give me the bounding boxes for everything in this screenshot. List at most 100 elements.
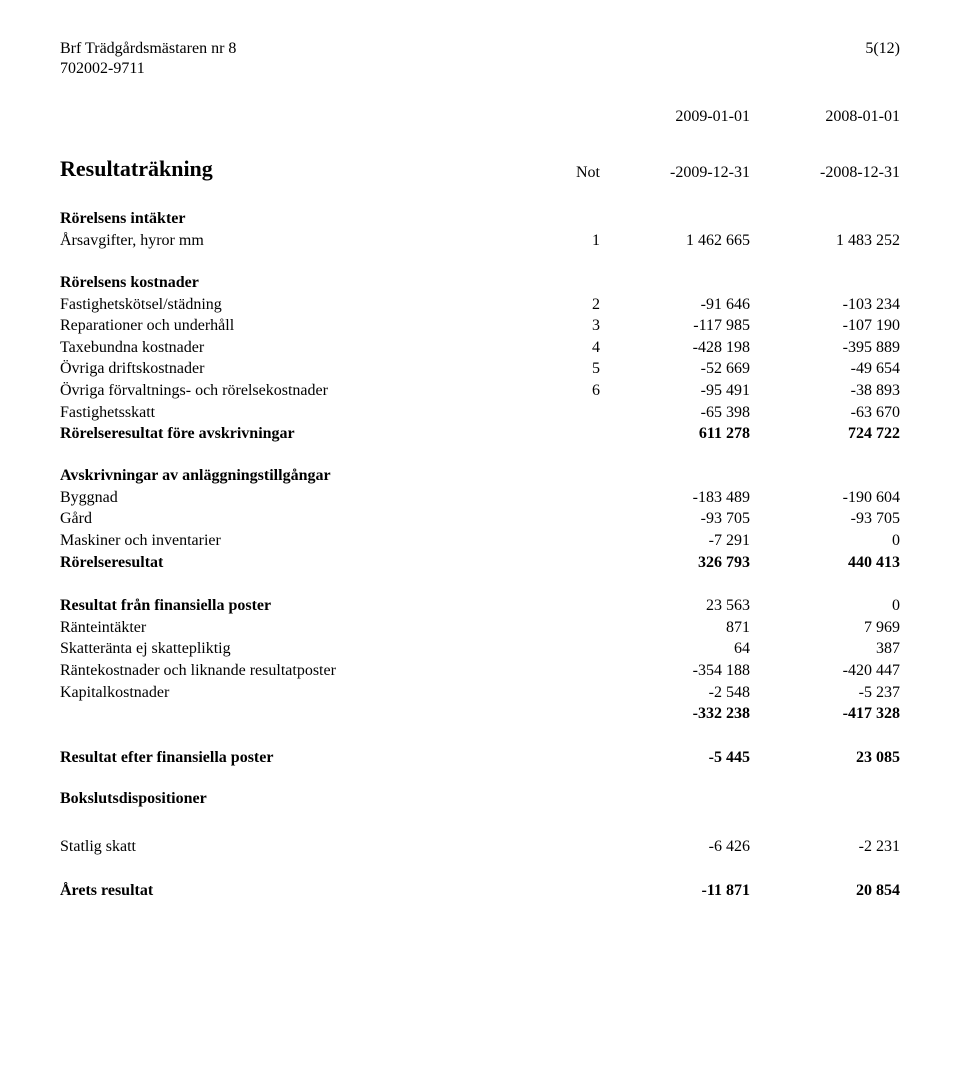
table-row: Räntekostnader och liknande resultatpost…: [60, 660, 900, 682]
period-b-end: -2009-12-31: [600, 164, 750, 182]
row-note: [540, 530, 600, 552]
row-note: 3: [540, 315, 600, 337]
row-note: [540, 836, 600, 858]
row-value-b: 871: [600, 617, 750, 639]
row-value-c: 724 722: [750, 423, 900, 445]
row-note: [540, 747, 600, 769]
row-value-c: -2 231: [750, 836, 900, 858]
table-row-sum: -332 238 -417 328: [60, 703, 900, 725]
row-label: Skatteränta ej skattepliktig: [60, 638, 540, 660]
row-label: Övriga driftskostnader: [60, 358, 540, 380]
table-row: Ränteintäkter 871 7 969: [60, 617, 900, 639]
table-row-sum: Resultat efter finansiella poster -5 445…: [60, 747, 900, 769]
row-value-c: -93 705: [750, 508, 900, 530]
row-value-b: -91 646: [600, 294, 750, 316]
row-label: Resultat efter finansiella poster: [60, 747, 540, 769]
org-number: 702002-9711: [60, 60, 900, 78]
row-note: [540, 682, 600, 704]
table-row: Reparationer och underhåll 3 -117 985 -1…: [60, 315, 900, 337]
row-value-b: -183 489: [600, 487, 750, 509]
row-value-b: -65 398: [600, 402, 750, 424]
row-value-c: -420 447: [750, 660, 900, 682]
row-value-b: -117 985: [600, 315, 750, 337]
row-note: [540, 617, 600, 639]
row-value-b: -6 426: [600, 836, 750, 858]
row-label: Taxebundna kostnader: [60, 337, 540, 359]
page-title: Resultaträkning: [60, 156, 540, 182]
table-row: Resultat från finansiella poster 23 563 …: [60, 595, 900, 617]
note-column-header: Not: [540, 164, 600, 182]
row-note: 2: [540, 294, 600, 316]
table-row: Övriga förvaltnings- och rörelsekostnade…: [60, 380, 900, 402]
row-value-c: 1 483 252: [750, 230, 900, 252]
table-row: Årsavgifter, hyror mm 1 1 462 665 1 483 …: [60, 230, 900, 252]
row-value-b: 611 278: [600, 423, 750, 445]
row-value-b: 64: [600, 638, 750, 660]
row-label: [60, 703, 540, 725]
period-c-end: -2008-12-31: [750, 164, 900, 182]
row-note: [540, 423, 600, 445]
row-label: Gård: [60, 508, 540, 530]
section-heading-bokslut: Bokslutsdispositioner: [60, 790, 900, 808]
row-label: Ränteintäkter: [60, 617, 540, 639]
row-label: Reparationer och underhåll: [60, 315, 540, 337]
row-value-b: -332 238: [600, 703, 750, 725]
row-label: Byggnad: [60, 487, 540, 509]
table-row: Kapitalkostnader -2 548 -5 237: [60, 682, 900, 704]
row-label: Resultat från finansiella poster: [60, 595, 540, 617]
row-value-b: -428 198: [600, 337, 750, 359]
table-row-sum: Årets resultat -11 871 20 854: [60, 880, 900, 902]
table-row: Statlig skatt -6 426 -2 231: [60, 836, 900, 858]
row-label: Övriga förvaltnings- och rörelsekostnade…: [60, 380, 540, 402]
row-value-b: -11 871: [600, 880, 750, 902]
period-c-start: 2008-01-01: [750, 108, 900, 126]
row-label: Årsavgifter, hyror mm: [60, 230, 540, 252]
row-value-c: -5 237: [750, 682, 900, 704]
table-row: Gård -93 705 -93 705: [60, 508, 900, 530]
row-value-b: -7 291: [600, 530, 750, 552]
row-note: [540, 595, 600, 617]
table-row: Skatteränta ej skattepliktig 64 387: [60, 638, 900, 660]
row-note: [540, 638, 600, 660]
table-row: Fastighetskötsel/städning 2 -91 646 -103…: [60, 294, 900, 316]
table-row: Byggnad -183 489 -190 604: [60, 487, 900, 509]
section-heading-intakter: Rörelsens intäkter: [60, 210, 900, 228]
table-row: Taxebundna kostnader 4 -428 198 -395 889: [60, 337, 900, 359]
row-label: Räntekostnader och liknande resultatpost…: [60, 660, 540, 682]
table-row: Maskiner och inventarier -7 291 0: [60, 530, 900, 552]
row-value-b: -52 669: [600, 358, 750, 380]
row-note: [540, 660, 600, 682]
row-note: 1: [540, 230, 600, 252]
row-value-c: 387: [750, 638, 900, 660]
row-label: Rörelseresultat före avskrivningar: [60, 423, 540, 445]
table-row-sum: Rörelseresultat före avskrivningar 611 2…: [60, 423, 900, 445]
row-value-c: 440 413: [750, 552, 900, 574]
row-label: Statlig skatt: [60, 836, 540, 858]
row-value-c: 7 969: [750, 617, 900, 639]
period-b-start: 2009-01-01: [600, 108, 750, 126]
table-row: Övriga driftskostnader 5 -52 669 -49 654: [60, 358, 900, 380]
row-label: Fastighetskötsel/städning: [60, 294, 540, 316]
row-label: Kapitalkostnader: [60, 682, 540, 704]
row-value-c: -395 889: [750, 337, 900, 359]
row-note: [540, 487, 600, 509]
row-note: 4: [540, 337, 600, 359]
row-value-c: 23 085: [750, 747, 900, 769]
section-heading-avskrivningar: Avskrivningar av anläggningstillgångar: [60, 467, 900, 485]
row-label: Rörelseresultat: [60, 552, 540, 574]
row-label: Årets resultat: [60, 880, 540, 902]
row-note: 5: [540, 358, 600, 380]
row-value-b: -5 445: [600, 747, 750, 769]
row-value-b: 1 462 665: [600, 230, 750, 252]
row-value-c: 0: [750, 595, 900, 617]
row-value-c: 20 854: [750, 880, 900, 902]
row-note: [540, 703, 600, 725]
table-row: Fastighetsskatt -65 398 -63 670: [60, 402, 900, 424]
section-heading-kostnader: Rörelsens kostnader: [60, 274, 900, 292]
page-indicator: 5(12): [865, 40, 900, 58]
row-value-c: -107 190: [750, 315, 900, 337]
row-value-c: -38 893: [750, 380, 900, 402]
row-value-c: -63 670: [750, 402, 900, 424]
row-label: Fastighetsskatt: [60, 402, 540, 424]
row-note: [540, 552, 600, 574]
